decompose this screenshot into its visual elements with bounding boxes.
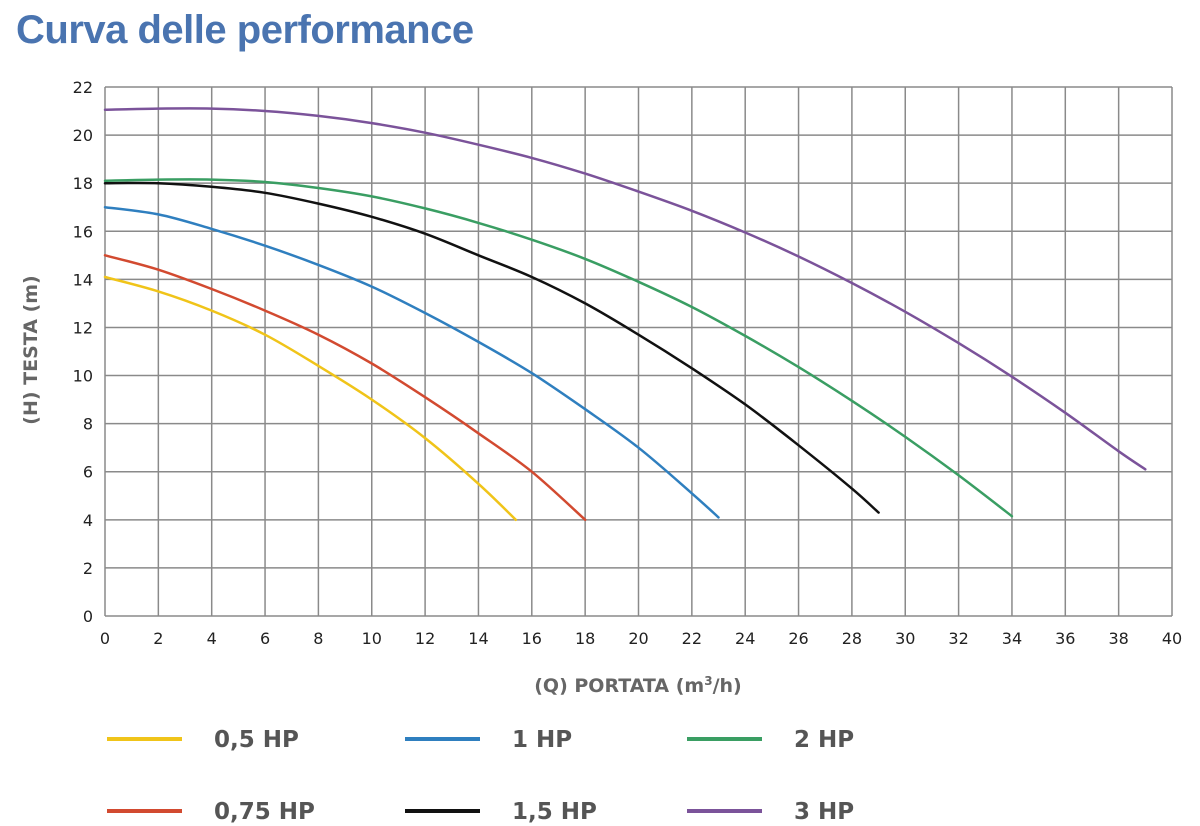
x-tick-label: 34 <box>1002 629 1022 648</box>
series-line <box>103 254 587 522</box>
x-tick-label: 24 <box>735 629 755 648</box>
y-tick-label: 20 <box>73 126 93 145</box>
y-axis-label: (H) TESTA (m) <box>20 275 42 424</box>
x-tick-label: 28 <box>842 629 862 648</box>
series-line <box>103 178 1014 518</box>
x-tick-label: 2 <box>153 629 163 648</box>
y-tick-label: 4 <box>83 511 93 530</box>
legend-label: 1,5 HP <box>512 799 597 825</box>
legend-label: 0,5 HP <box>214 727 299 753</box>
chart-title: Curva delle performance <box>16 8 474 52</box>
x-tick-label: 36 <box>1055 629 1075 648</box>
y-tick-label: 16 <box>73 222 93 241</box>
legend-label: 3 HP <box>794 799 854 825</box>
x-tick-label: 32 <box>948 629 968 648</box>
x-tick-label: 40 <box>1162 629 1182 648</box>
legend-label: 1 HP <box>512 727 572 753</box>
x-tick-label: 8 <box>313 629 323 648</box>
series-line <box>103 181 880 514</box>
grid-lines <box>104 86 1173 617</box>
x-tick-label: 22 <box>682 629 702 648</box>
x-tick-label: 38 <box>1108 629 1128 648</box>
series-line <box>103 275 518 522</box>
x-tick-label: 20 <box>628 629 648 648</box>
series-line <box>103 205 720 519</box>
y-tick-label: 8 <box>83 415 93 434</box>
y-tick-label: 12 <box>73 318 93 337</box>
x-tick-label: 12 <box>415 629 435 648</box>
x-tick-label: 18 <box>575 629 595 648</box>
y-tick-label: 14 <box>73 270 93 289</box>
x-tick-label: 6 <box>260 629 270 648</box>
x-tick-labels: 0 2 4 6 8 10 12 14 16 18 20 22 24 26 28 30 32 34 36 38 40 <box>100 629 1182 648</box>
series-lines <box>103 107 1147 522</box>
y-tick-label: 10 <box>73 367 93 386</box>
y-tick-label: 22 <box>73 78 93 97</box>
y-tick-label: 2 <box>83 559 93 578</box>
y-tick-label: 6 <box>83 463 93 482</box>
legend-label: 0,75 HP <box>214 799 315 825</box>
x-axis-label: (Q) PORTATA (m3/h) <box>534 674 742 697</box>
x-tick-label: 10 <box>362 629 382 648</box>
x-tick-label: 14 <box>468 629 488 648</box>
y-tick-label: 18 <box>73 174 93 193</box>
legend-label: 2 HP <box>794 727 854 753</box>
y-tick-label: 0 <box>83 607 93 626</box>
y-tick-labels: 0 2 4 6 8 10 12 14 16 18 20 22 <box>73 78 93 626</box>
x-tick-label: 26 <box>788 629 808 648</box>
x-tick-label: 16 <box>522 629 542 648</box>
x-tick-label: 30 <box>895 629 915 648</box>
series-line <box>103 107 1147 471</box>
x-tick-label: 4 <box>207 629 217 648</box>
x-tick-label: 0 <box>100 629 110 648</box>
legend: 0,5 HP 0,75 HP 1 HP 1,5 HP 2 HP 3 HP <box>107 727 854 825</box>
